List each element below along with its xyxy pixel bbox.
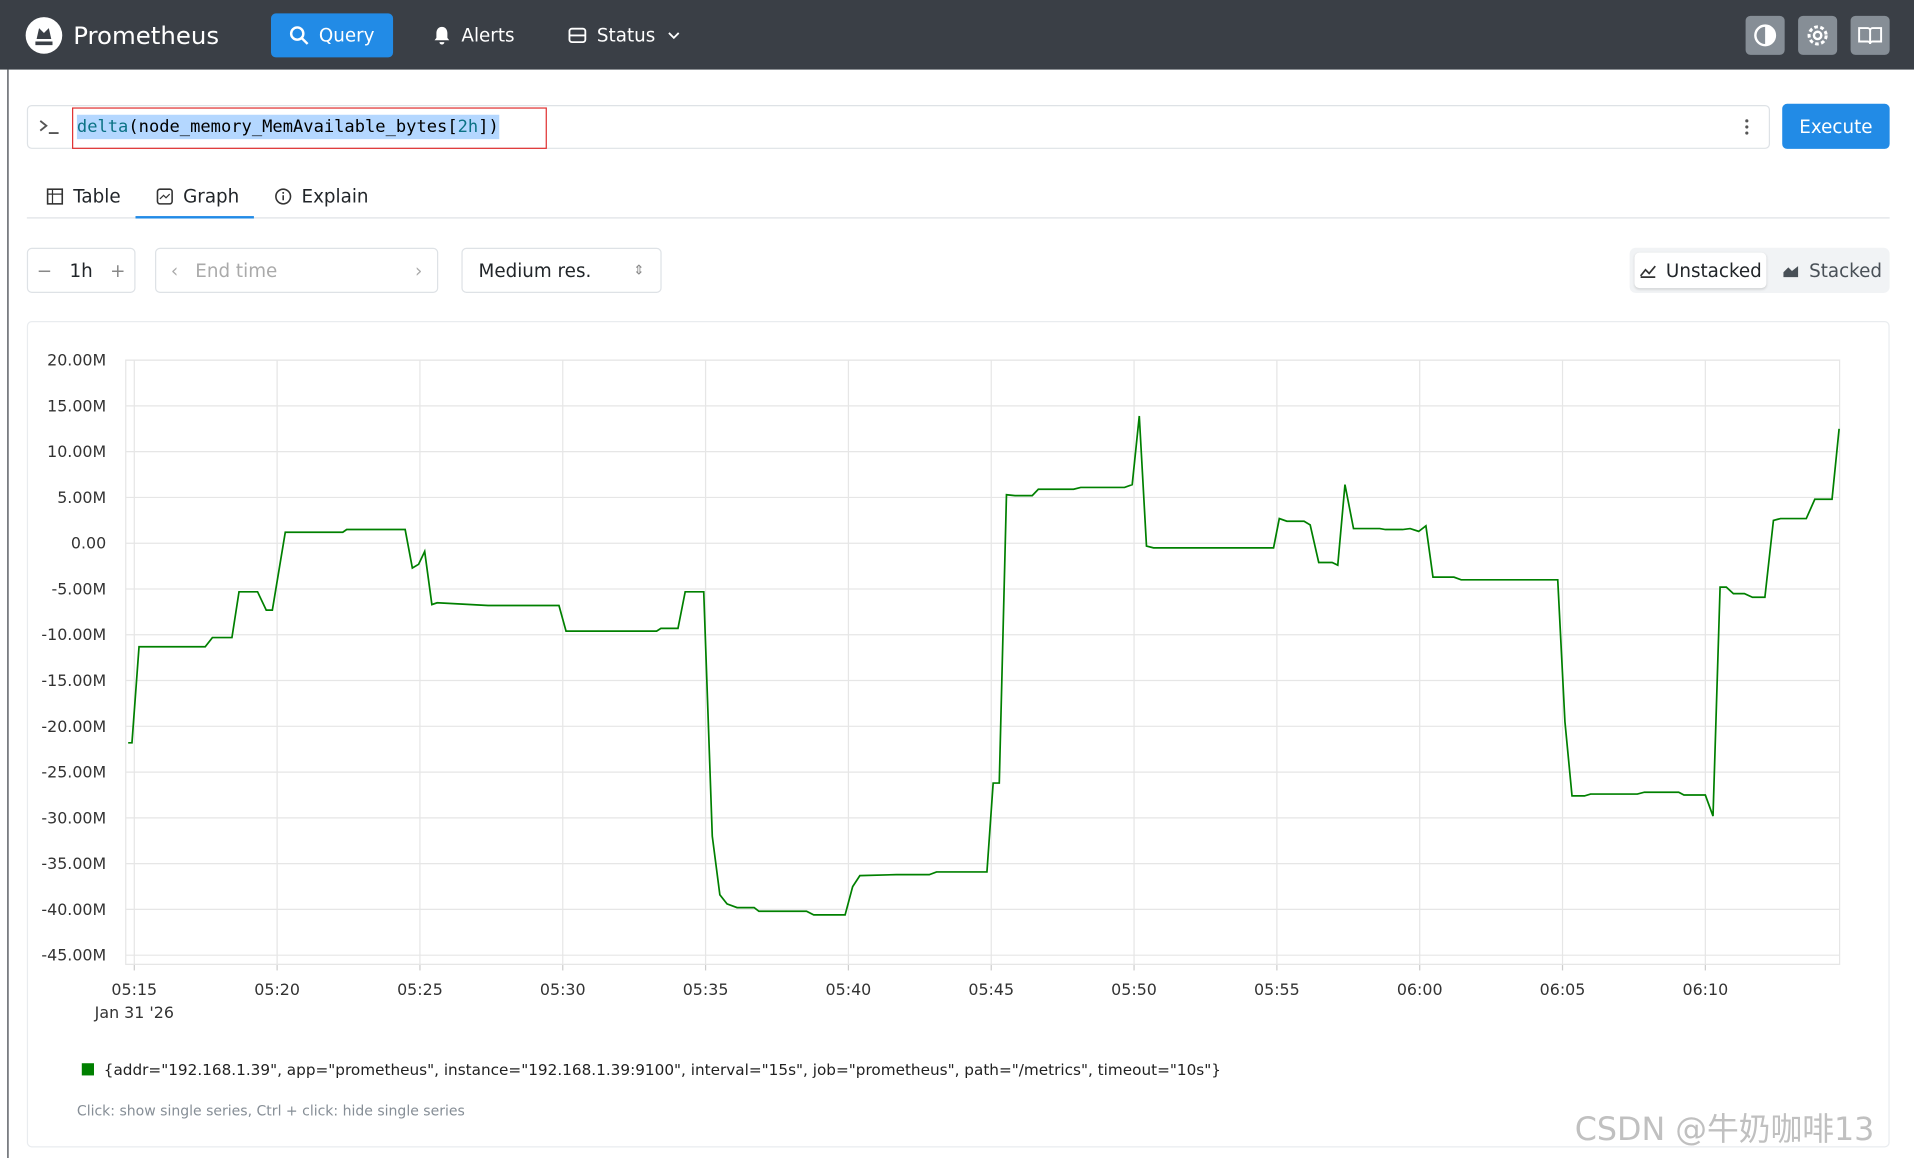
y-tick-label: -25.00M <box>41 763 106 782</box>
y-tick-label: 10.00M <box>47 442 106 461</box>
legend-label[interactable]: {addr="192.168.1.39", app="prometheus", … <box>104 1061 1221 1079</box>
plus[interactable]: + <box>110 259 126 282</box>
execute-button[interactable]: Execute <box>1782 103 1890 149</box>
x-tick-label: 05:50 <box>1111 980 1157 999</box>
docs-button[interactable] <box>1850 15 1890 55</box>
unstacked-option[interactable]: Unstacked <box>1634 252 1767 289</box>
y-tick-label: -45.00M <box>41 946 106 965</box>
search-icon <box>290 26 309 45</box>
logo <box>25 17 63 54</box>
query-close: ]) <box>478 117 499 137</box>
tab-divider <box>26 217 1890 219</box>
end-time-placeholder: End time <box>195 259 278 282</box>
series-line <box>128 415 1840 916</box>
query-duration: 2h <box>457 117 479 137</box>
chart-panel <box>26 321 1890 1148</box>
settings-button[interactable] <box>1798 15 1838 55</box>
chevron <box>668 32 680 40</box>
status-nav[interactable]: Status <box>568 13 683 57</box>
y-tick-label: -30.00M <box>41 808 106 827</box>
query-text: delta(node_memory_MemAvailable_bytes[2h]… <box>76 114 499 140</box>
x-date-label: Jan 31 '26 <box>94 1003 174 1022</box>
end-time-control[interactable]: ‹ End time › <box>155 247 439 293</box>
brand-name: Prometheus <box>73 20 220 51</box>
x-tick-label: 05:20 <box>254 980 300 999</box>
watermark: CSDN @牛奶咖啡13 <box>1574 1112 1875 1149</box>
tab-label: Graph <box>183 185 240 208</box>
y-tick-label: -15.00M <box>41 671 106 690</box>
tab-label: Table <box>73 185 121 208</box>
x-tick-label: 05:35 <box>683 980 729 999</box>
range-control[interactable]: −1h + <box>26 247 136 293</box>
tab-label: Explain <box>301 185 369 208</box>
resolution-select[interactable]: Medium res. ⇕ <box>461 247 662 293</box>
chart: 20.00M 15.00M 10.00M 5.00M 0.00 -5.00M -10.00M… <box>41 351 1841 1120</box>
mode-label: Unstacked <box>1665 259 1762 282</box>
x-tick-label: 06:05 <box>1540 980 1586 999</box>
theme-button[interactable] <box>1745 15 1785 55</box>
y-tick-label: 20.00M <box>47 351 106 370</box>
mode-label: Stacked <box>1809 259 1883 282</box>
y-tick-label: -40.00M <box>41 900 106 919</box>
query-highlight: delta(node_memory_MemAvailable_bytes[2h]… <box>72 107 547 149</box>
x-tick-label: 05:55 <box>1254 980 1300 999</box>
nav-item: Status <box>596 24 656 47</box>
query-metric: (node_memory_MemAvailable_bytes[ <box>128 117 458 137</box>
y-tick-label: -10.00M <box>41 625 106 644</box>
legend-swatch <box>81 1063 94 1076</box>
x-tick-label: 05:25 <box>397 980 443 999</box>
legend-hint: Click: show single series, Ctrl + click:… <box>77 1104 465 1120</box>
y-tick-label: 0.00 <box>71 534 106 553</box>
range-value: 1h <box>69 259 93 282</box>
nav-item: Query <box>318 24 375 47</box>
y-tick-label: 5.00M <box>57 488 106 507</box>
table-tab[interactable]: Table <box>46 183 121 210</box>
plot-frame <box>125 359 1841 965</box>
stacked-option[interactable]: Stacked <box>1782 253 1882 288</box>
side-edge <box>7 69 9 1158</box>
status-icon <box>568 27 587 44</box>
x-tick-label: 06:10 <box>1682 980 1728 999</box>
y-tick-label: -5.00M <box>51 579 106 598</box>
y-tick-label: 15.00M <box>47 396 106 415</box>
explain-tab[interactable]: Explain <box>275 183 369 210</box>
resolution-value: Medium res. <box>478 259 592 282</box>
y-tick-label: -20.00M <box>41 717 106 736</box>
x-tick-label: 06:00 <box>1397 980 1443 999</box>
x-tick-label: 05:15 <box>111 980 157 999</box>
minus[interactable]: − <box>36 259 53 282</box>
y-tick-label: -35.00M <box>41 854 106 873</box>
x-tick-label: 05:30 <box>540 980 586 999</box>
query-func: delta <box>76 117 129 137</box>
x-tick-label: 05:45 <box>968 980 1014 999</box>
prompt-icon <box>39 120 59 134</box>
brand[interactable]: Prometheus <box>24 15 219 57</box>
query-nav[interactable]: Query <box>270 13 394 58</box>
nav-item: Alerts <box>461 24 515 47</box>
active-tab-underline <box>135 216 254 219</box>
graph-tab[interactable]: Graph <box>156 183 239 210</box>
bell-icon <box>434 26 450 45</box>
x-tick-label: 05:40 <box>826 980 872 999</box>
query-menu[interactable] <box>1743 117 1750 137</box>
alerts-nav[interactable]: Alerts <box>432 13 515 57</box>
